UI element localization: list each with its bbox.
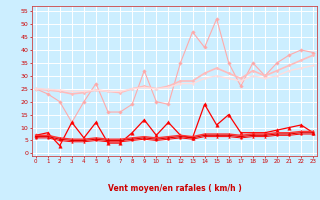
X-axis label: Vent moyen/en rafales ( km/h ): Vent moyen/en rafales ( km/h ) xyxy=(108,184,241,193)
